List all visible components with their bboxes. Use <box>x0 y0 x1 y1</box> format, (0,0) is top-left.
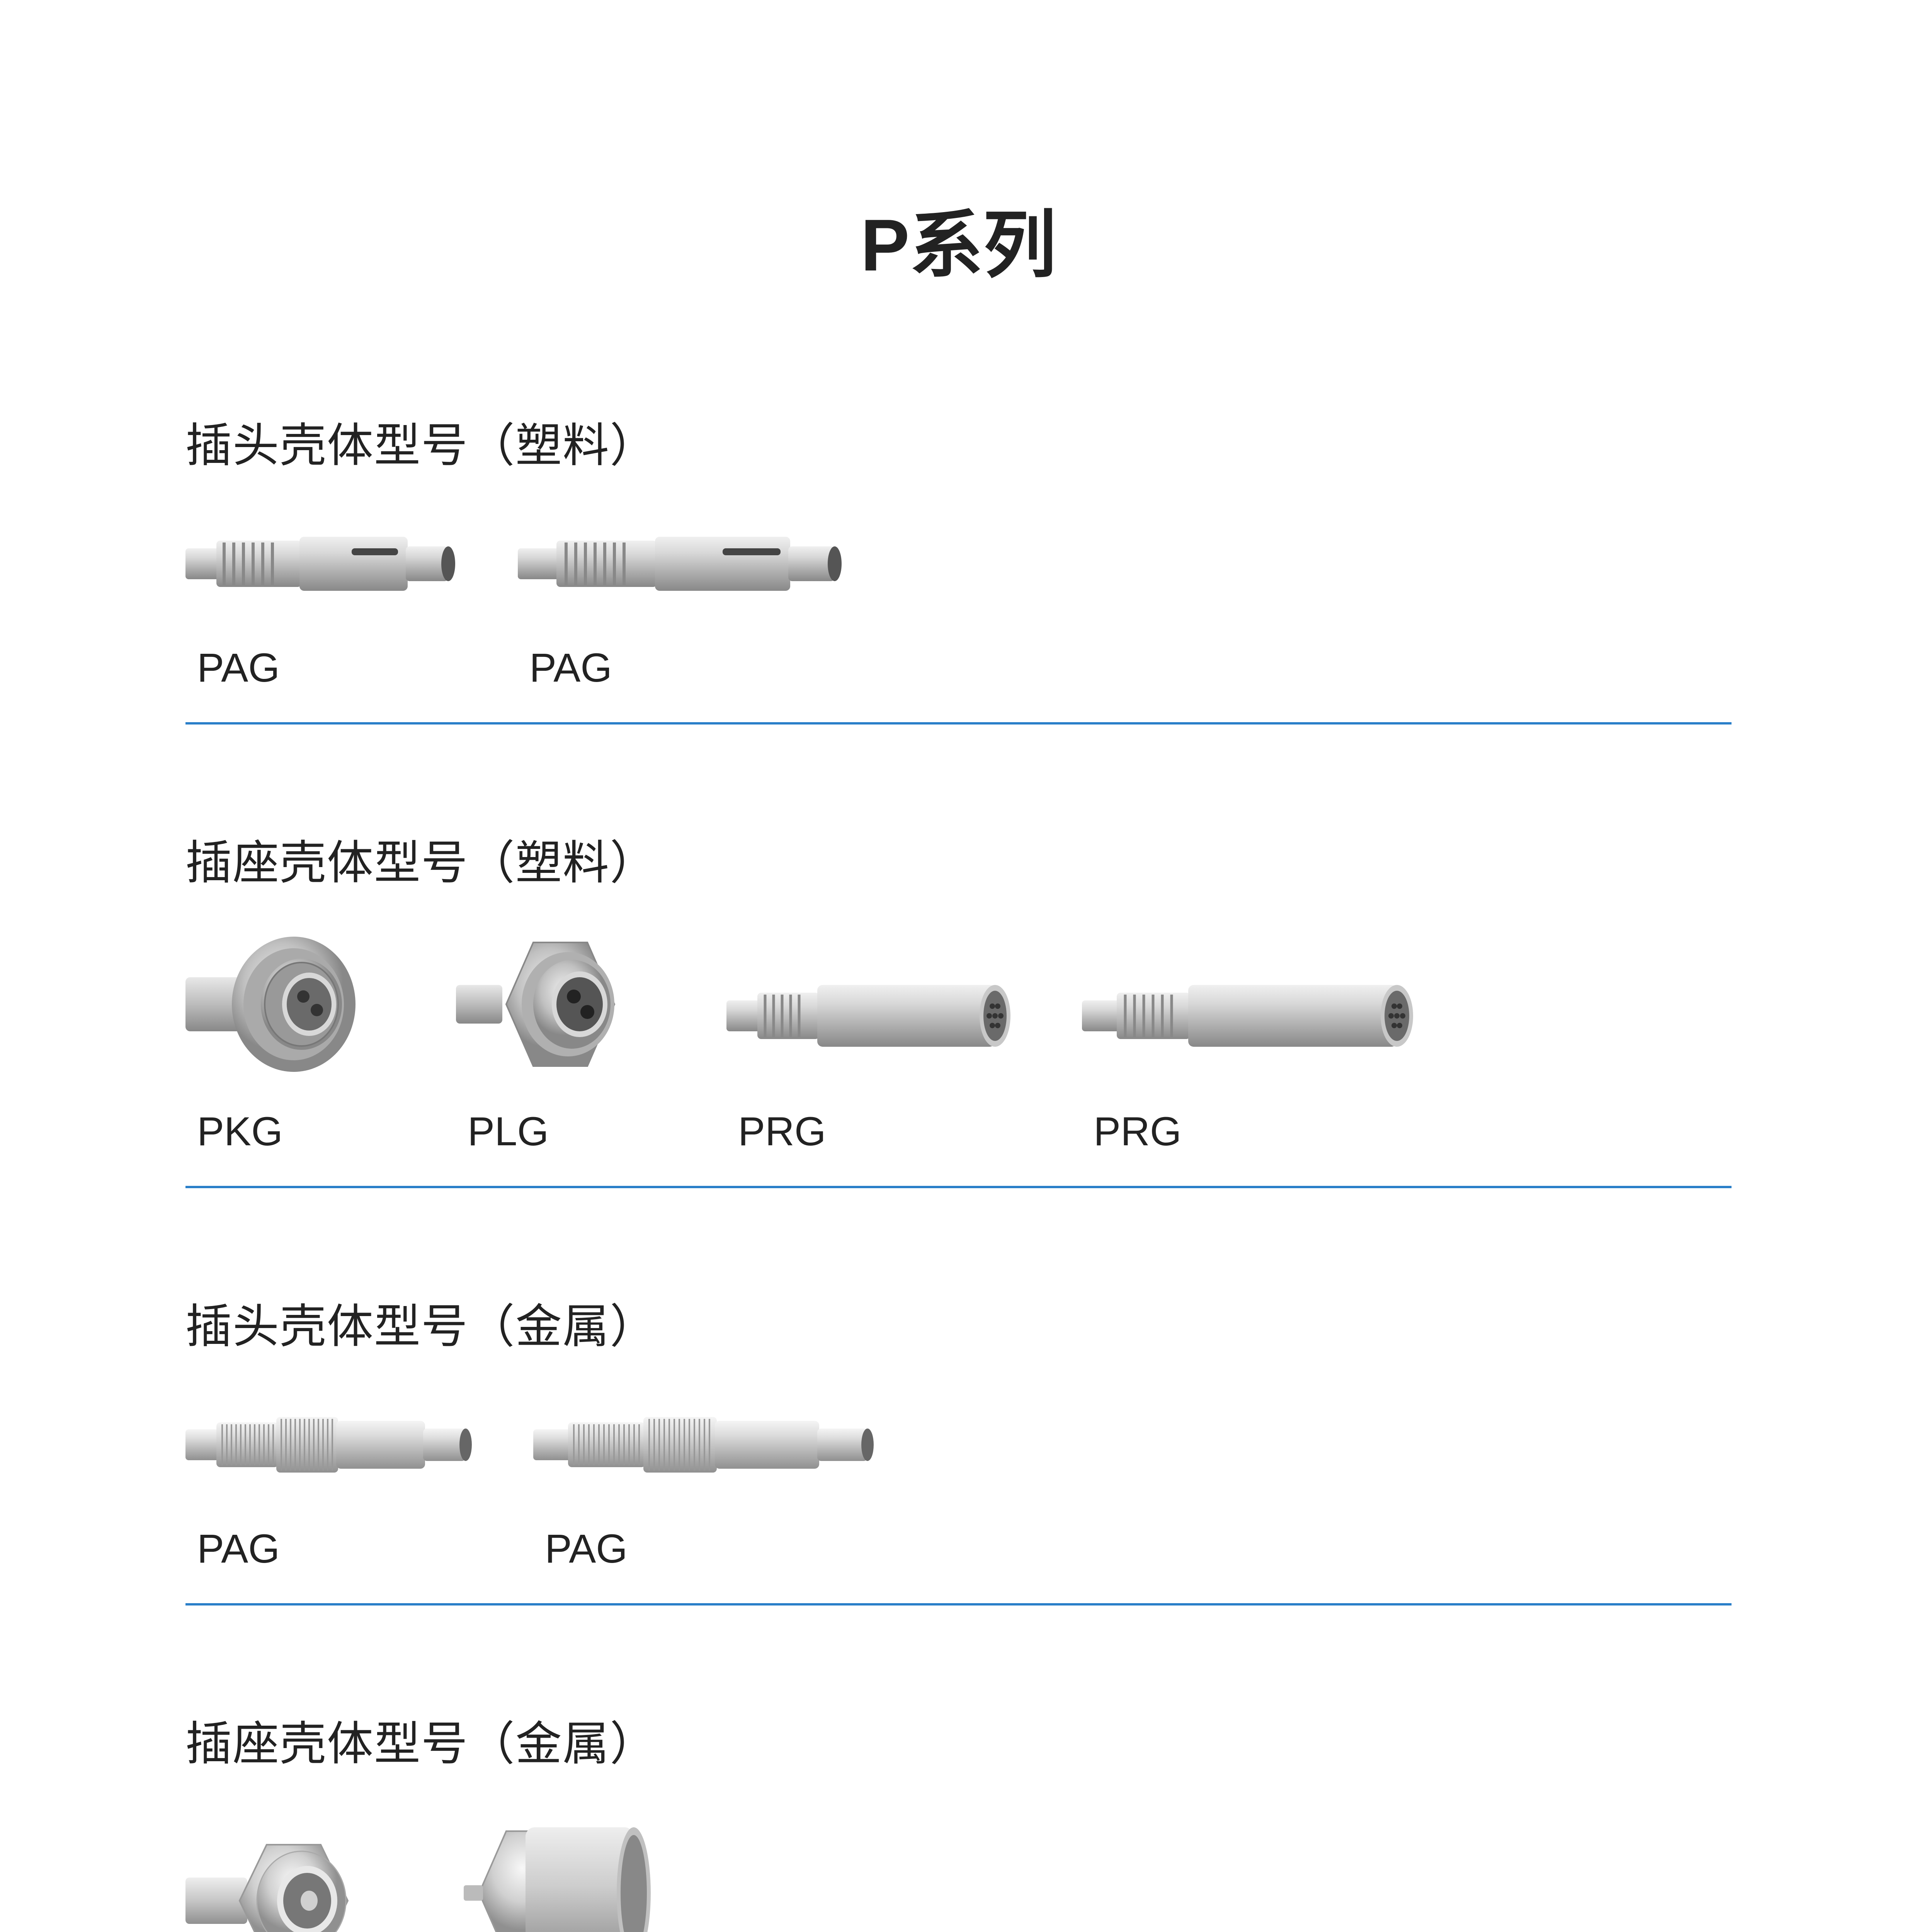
item-label: PRG <box>726 1109 826 1155</box>
item-pkg: PKG <box>185 927 402 1155</box>
connector-image <box>726 950 1028 1082</box>
items-row: HHG <box>185 1808 1732 1932</box>
item-plg: PLG <box>456 927 672 1155</box>
item-pag-m2: PAG <box>533 1391 881 1572</box>
items-row: PKG <box>185 927 1732 1174</box>
item-label: PAG <box>185 1526 280 1572</box>
page-container: P系列 插头壳体型号（塑料） <box>0 0 1917 1932</box>
section-title: 插头壳体型号（塑料） <box>185 408 1732 475</box>
section-title: 插头壳体型号（金属） <box>185 1289 1732 1356</box>
connector-image <box>533 1391 881 1499</box>
connector-image <box>185 1823 402 1932</box>
item-pag-m1: PAG <box>185 1391 479 1572</box>
item-label: PAG <box>185 645 280 691</box>
item-label: PRG <box>1082 1109 1182 1155</box>
section-plug-metal: 插头壳体型号（金属） <box>185 1289 1732 1605</box>
section-socket-plastic: 插座壳体型号（塑料） <box>185 825 1732 1188</box>
item-label: PAG <box>518 645 612 691</box>
section-socket-metal: 插座壳体型号（金属） <box>185 1706 1732 1932</box>
item-pag-2: PAG <box>518 510 850 691</box>
item-hhg: HHG <box>185 1823 402 1932</box>
connector-image <box>456 927 672 1082</box>
section-divider <box>185 722 1732 724</box>
connector-image <box>456 1808 672 1932</box>
page-title: P系列 <box>185 185 1732 292</box>
item-label: PLG <box>456 1109 549 1155</box>
section-title: 插座壳体型号（金属） <box>185 1706 1732 1773</box>
section-divider <box>185 1186 1732 1188</box>
item-phg: PHG <box>456 1808 672 1932</box>
item-pag-1: PAG <box>185 510 464 691</box>
connector-image <box>185 927 402 1082</box>
connector-image <box>185 510 464 618</box>
item-label: PAG <box>533 1526 628 1572</box>
items-row: PAG <box>185 510 1732 711</box>
section-title: 插座壳体型号（塑料） <box>185 825 1732 892</box>
section-divider <box>185 1603 1732 1605</box>
connector-image <box>185 1391 479 1499</box>
section-plug-plastic: 插头壳体型号（塑料） <box>185 408 1732 724</box>
items-row: PAG <box>185 1391 1732 1592</box>
item-prg-2: PRG <box>1082 950 1430 1155</box>
connector-image <box>1082 950 1430 1082</box>
item-prg-1: PRG <box>726 950 1028 1155</box>
connector-image <box>518 510 850 618</box>
item-label: PKG <box>185 1109 283 1155</box>
